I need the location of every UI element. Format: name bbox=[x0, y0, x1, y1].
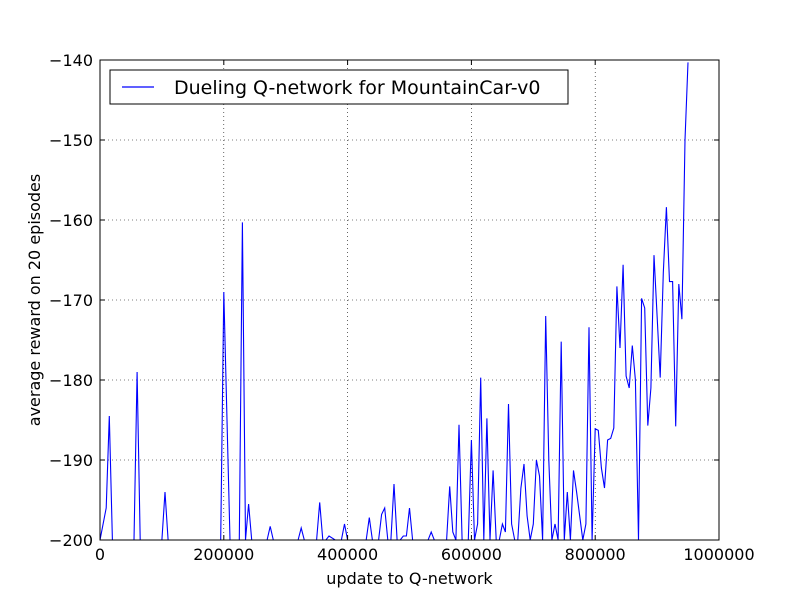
x-tick-label: 200000 bbox=[193, 545, 254, 564]
y-tick-label: −160 bbox=[49, 211, 93, 230]
y-tick-label: −140 bbox=[49, 51, 93, 70]
legend-entry: Dueling Q-network for MountainCar-v0 bbox=[174, 77, 540, 99]
y-tick-label: −150 bbox=[49, 131, 93, 150]
x-tick-label: 400000 bbox=[317, 545, 378, 564]
x-tick-label: 600000 bbox=[441, 545, 502, 564]
y-tick-label: −180 bbox=[49, 371, 93, 390]
y-tick-label: −190 bbox=[49, 451, 93, 470]
y-tick-label: −200 bbox=[49, 531, 93, 550]
legend: Dueling Q-network for MountainCar-v0 bbox=[110, 70, 568, 104]
y-tick-label: −170 bbox=[49, 291, 93, 310]
x-tick-label: 1000000 bbox=[683, 545, 754, 564]
x-tick-label: 0 bbox=[95, 545, 105, 564]
y-axis-label: average reward on 20 episodes bbox=[25, 174, 44, 426]
x-axis-label: update to Q-network bbox=[326, 569, 493, 588]
x-tick-label: 800000 bbox=[565, 545, 626, 564]
